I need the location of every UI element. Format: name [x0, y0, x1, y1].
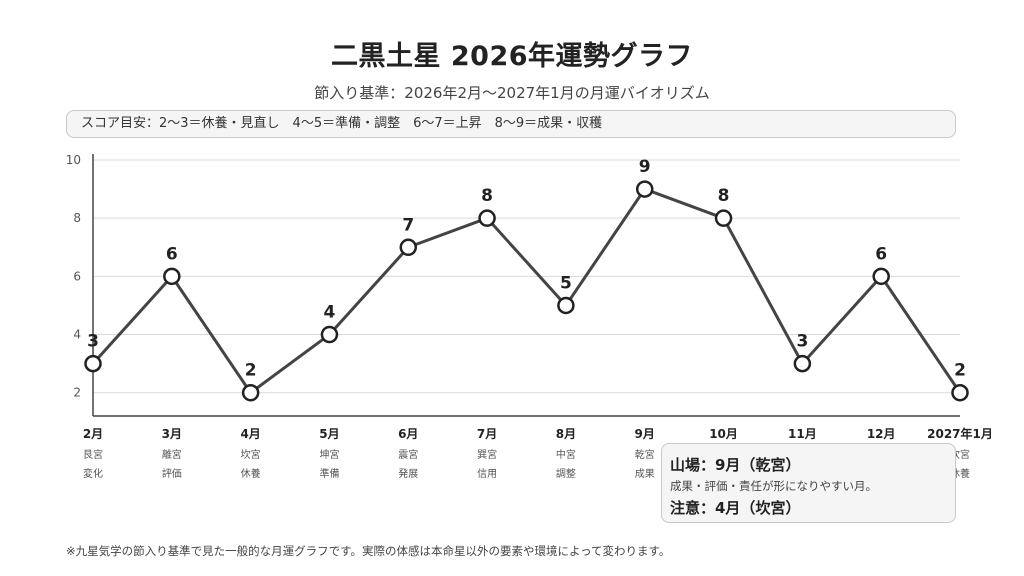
palace-label: 坎宮	[241, 448, 261, 461]
theme-label: 成果	[635, 468, 655, 480]
palace-label: 離宮	[162, 448, 182, 461]
x-tick-label: 2027年1月	[927, 426, 993, 441]
footnote: ※九星気学の節入り基準で見た一般的な月運グラフです。実際の体感は本命星以外の要素…	[66, 544, 671, 558]
palace-label: 乾宮	[635, 448, 655, 461]
data-label: 8	[718, 186, 730, 206]
theme-label: 評価	[162, 467, 182, 480]
palace-label: 巽宮	[477, 448, 497, 461]
x-tick-label: 11月	[788, 427, 817, 441]
data-point	[241, 383, 260, 402]
data-point	[478, 209, 496, 227]
chart-title: 二黒土星 2026年運勢グラフ	[330, 41, 694, 72]
data-label: 3	[87, 332, 99, 352]
palace-label: 震宮	[398, 448, 418, 461]
data-point	[872, 267, 890, 286]
x-tick-label: 4月	[240, 427, 260, 441]
data-point	[793, 354, 812, 373]
theme-label: 信用	[477, 468, 497, 480]
data-point	[714, 209, 733, 227]
theme-label: 変化	[83, 467, 103, 480]
data-label: 9	[639, 157, 651, 177]
score-guide: スコア目安：2〜3＝休養・見直し 4〜5＝準備・調整 6〜7＝上昇 8〜9＝成果…	[66, 110, 956, 138]
peak-description: 成果・評価・責任が形になりやすい月。	[670, 479, 877, 493]
peak-callout: 山場：9月（乾宮） 成果・評価・責任が形になりやすい月。 注意：4月（坎宮）	[661, 443, 956, 523]
y-tick-label: 4	[73, 328, 81, 342]
data-label: 7	[402, 215, 414, 235]
chart-subtitle: 節入り基準：2026年2月〜2027年1月の月運バイオリズム	[314, 84, 710, 102]
data-label: 3	[796, 332, 808, 352]
data-point	[399, 238, 418, 257]
data-label: 2	[954, 361, 966, 381]
peak-month-label: 山場：9月（乾宮）	[670, 456, 801, 474]
theme-label: 発展	[398, 467, 418, 480]
x-tick-label: 6月	[398, 427, 418, 441]
data-point	[951, 383, 969, 402]
data-label: 2	[245, 361, 257, 381]
x-tick-label: 5月	[319, 427, 339, 441]
y-tick-label: 8	[73, 211, 81, 225]
x-tick-label: 12月	[867, 427, 896, 441]
data-point	[635, 180, 654, 198]
data-point	[84, 354, 102, 373]
data-point	[557, 296, 575, 315]
data-point	[163, 267, 181, 286]
theme-label: 休養	[241, 467, 261, 480]
y-tick-label: 6	[73, 269, 81, 283]
palace-label: 中宮	[556, 448, 576, 461]
data-label: 4	[324, 303, 336, 323]
palace-label: 坤宮	[319, 448, 339, 461]
caution-month-label: 注意：4月（坎宮）	[670, 499, 801, 517]
x-tick-label: 10月	[709, 427, 738, 441]
data-label: 8	[481, 186, 493, 206]
data-label: 6	[875, 244, 887, 264]
series-line	[91, 187, 962, 395]
data-label: 6	[166, 244, 178, 264]
theme-label: 準備	[319, 467, 339, 480]
x-tick-label: 2月	[83, 427, 103, 441]
x-tick-label: 3月	[162, 427, 182, 441]
theme-label: 調整	[556, 467, 576, 480]
x-tick-label: 8月	[556, 427, 576, 441]
palace-label: 艮宮	[83, 448, 103, 461]
data-label: 5	[560, 273, 572, 293]
x-tick-label: 9月	[635, 427, 655, 441]
y-tick-label: 10	[66, 153, 81, 167]
data-point	[320, 325, 339, 344]
y-tick-label: 2	[73, 386, 81, 400]
x-tick-label: 7月	[477, 427, 497, 441]
